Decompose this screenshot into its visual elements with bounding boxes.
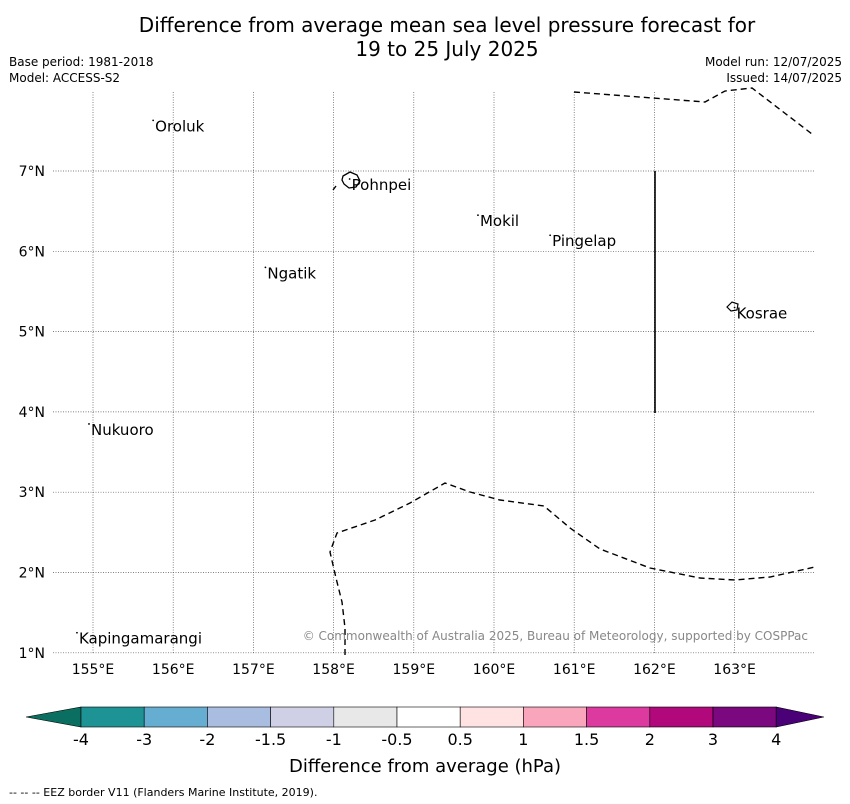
- lat-tick-label: 4°N: [19, 405, 45, 421]
- lon-tick-label: 160°E: [473, 662, 516, 678]
- lon-tick-label: 162°E: [633, 662, 676, 678]
- lon-tick-label: 156°E: [152, 662, 195, 678]
- colorbar-extend-high: [775, 706, 825, 728]
- island-marker: [88, 423, 90, 425]
- title-line-2: 19 to 25 July 2025: [355, 37, 539, 61]
- colorbar-bin: [459, 706, 524, 728]
- colorbar-extend-low: [25, 706, 82, 728]
- meta-right: Model run: 12/07/2025 Issued: 14/07/2025: [705, 54, 842, 86]
- lat-tick-label: 2°N: [19, 566, 45, 582]
- place-label: Kosrae: [737, 305, 788, 323]
- title-line-1: Difference from average mean sea level p…: [138, 13, 756, 37]
- place-labels: Oroluk Pohnpei Mokil Pingelap Ngatik Kosrae Nu…: [76, 117, 788, 648]
- colorbar-tick-label: 2: [645, 730, 655, 749]
- pohnpei-island-outline: [341, 171, 361, 189]
- island-marker: [348, 178, 351, 180]
- lat-tick-label: 3°N: [19, 485, 45, 501]
- colorbar-bin: [143, 706, 208, 728]
- kosrae-island-outline: [726, 301, 739, 312]
- colorbar: -4 -3 -2 -1.5 -1 -0.5 0.5 1 1.5 2 3 4: [25, 706, 825, 749]
- issued-date: Issued: 14/07/2025: [726, 71, 842, 85]
- island-marker: [733, 306, 736, 309]
- colorbar-bin: [586, 706, 651, 728]
- base-period: Base period: 1981-2018: [9, 55, 154, 69]
- colorbar-bin: [207, 706, 271, 728]
- eez-border-south: [329, 482, 816, 655]
- colorbar-tick-label: 0.5: [447, 730, 472, 749]
- colorbar-bin: [649, 706, 714, 728]
- lon-tick-label: 161°E: [553, 662, 596, 678]
- eez-borders: [329, 87, 816, 655]
- map-title: Difference from average mean sea level p…: [0, 13, 850, 61]
- lon-tick-label: 157°E: [232, 662, 275, 678]
- meta-left: Base period: 1981-2018 Model: ACCESS-S2: [9, 54, 154, 86]
- colorbar-tick-label: -1: [326, 730, 342, 749]
- island-marker: [264, 266, 267, 269]
- lat-tick-label: 5°N: [19, 325, 45, 341]
- eez-border-west-stub: [332, 185, 337, 191]
- lat-tick-label: 7°N: [19, 164, 45, 180]
- colorbar-bin: [270, 706, 335, 728]
- colorbar-tick-label: 1: [518, 730, 528, 749]
- colorbar-tick-label: -4: [73, 730, 89, 749]
- colorbar-bin: [80, 706, 145, 728]
- colorbar-tick-label: 3: [708, 730, 718, 749]
- copyright-text: © Commonwealth of Australia 2025, Bureau…: [303, 629, 808, 643]
- island-marker: [477, 214, 479, 217]
- colorbar-bin: [396, 706, 461, 728]
- place-label: Pohnpei: [352, 176, 412, 194]
- place-label: Nukuoro: [91, 421, 154, 439]
- graticule: 155°E 156°E 157°E 158°E 159°E 160°E 161°E 162°E…: [19, 92, 815, 678]
- colorbar-tick-label: 1.5: [574, 730, 599, 749]
- lat-tick-label: 1°N: [19, 646, 45, 662]
- place-label: Kapingamarangi: [79, 630, 202, 648]
- place-label: Mokil: [480, 212, 519, 230]
- colorbar-tick-label: -1.5: [255, 730, 286, 749]
- place-label: Ngatik: [267, 264, 316, 282]
- model-run: Model run: 12/07/2025: [704, 55, 842, 69]
- place-label: Pingelap: [552, 232, 616, 250]
- colorbar-bin: [712, 706, 777, 728]
- colorbar-bin: [523, 706, 587, 728]
- eez-border-north: [573, 87, 813, 135]
- eez-legend-note: -- -- -- EEZ border V11 (Flanders Marine…: [9, 786, 318, 799]
- lon-tick-label: 163°E: [713, 662, 756, 678]
- lat-tick-label: 6°N: [19, 244, 45, 260]
- island-marker: [152, 119, 155, 122]
- lon-tick-label: 159°E: [393, 662, 436, 678]
- colorbar-bin: [333, 706, 398, 728]
- place-label: Oroluk: [155, 117, 204, 135]
- island-outlines: [341, 171, 739, 312]
- island-marker: [76, 631, 78, 634]
- model-name: Model: ACCESS-S2: [9, 71, 121, 85]
- colorbar-tick-label: 4: [771, 730, 781, 749]
- colorbar-tick-label: -2: [199, 730, 215, 749]
- lon-tick-label: 158°E: [312, 662, 355, 678]
- island-marker: [549, 234, 552, 237]
- colorbar-title: Difference from average (hPa): [289, 756, 561, 777]
- lon-tick-label: 155°E: [72, 662, 115, 678]
- colorbar-tick-label: -0.5: [381, 730, 412, 749]
- colorbar-tick-label: -3: [136, 730, 152, 749]
